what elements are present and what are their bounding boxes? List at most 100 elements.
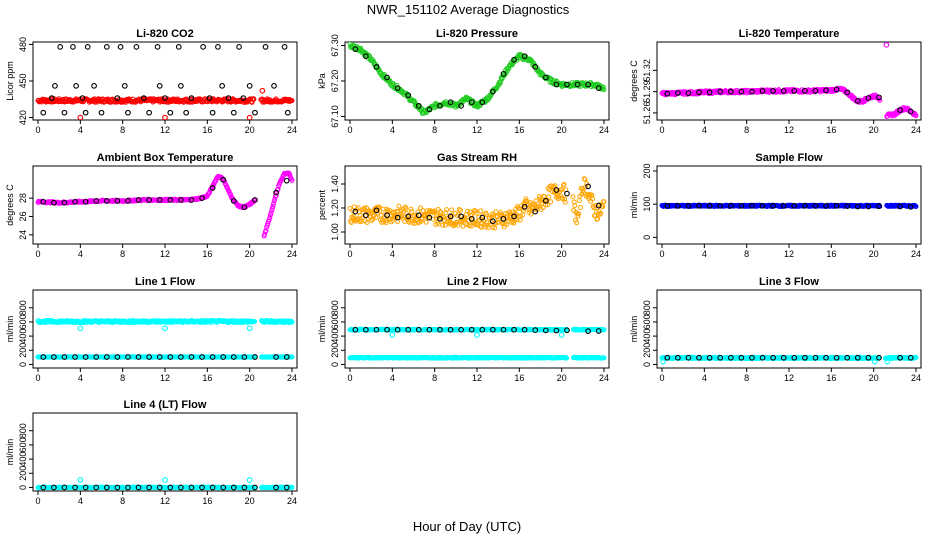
data-point (595, 202, 602, 209)
y-tick-label: 800 (18, 423, 28, 438)
y-tick-label: 51.29 (642, 80, 652, 103)
data-point (437, 326, 443, 333)
data-point (913, 113, 919, 119)
x-tick-label: 0 (347, 249, 352, 259)
data-point (98, 109, 105, 116)
y-tick-label: 67.30 (330, 34, 340, 57)
data-point (252, 354, 258, 360)
data-point (396, 203, 402, 209)
data-point (240, 95, 247, 101)
plot-marks (347, 42, 607, 116)
series-avg-cyan-low (347, 354, 607, 361)
data-point (511, 213, 517, 220)
series-avg-magenta (659, 85, 919, 120)
data-point (458, 326, 464, 333)
data-point (601, 355, 607, 361)
data-point (178, 354, 184, 360)
y-tick-label: 51.26 (642, 102, 652, 125)
data-point (289, 98, 295, 104)
data-point (125, 109, 131, 116)
x-tick-label: 4 (78, 249, 83, 259)
data-point (696, 202, 702, 209)
data-point (759, 202, 766, 209)
data-point (585, 81, 591, 88)
data-point (103, 198, 110, 204)
data-point (546, 194, 552, 200)
y-tick-label: 600 (642, 314, 652, 329)
data-point (527, 200, 533, 206)
data-point (582, 176, 588, 182)
data-point (564, 190, 570, 197)
data-point (564, 327, 570, 334)
data-point (230, 354, 237, 360)
data-point (178, 83, 184, 89)
y-tick-label: 400 (330, 329, 340, 344)
series-special-cyan (77, 325, 253, 332)
data-point (521, 53, 528, 60)
data-point (383, 220, 389, 226)
data-point (685, 202, 692, 209)
data-point (103, 354, 110, 360)
data-point (283, 177, 290, 184)
data-point (252, 197, 258, 203)
data-point (865, 354, 872, 361)
data-point (384, 74, 390, 81)
data-point (468, 223, 474, 229)
data-point (484, 211, 490, 217)
data-point (40, 198, 47, 205)
data-point (114, 95, 121, 101)
data-point (791, 88, 798, 94)
data-point (267, 215, 273, 221)
data-point (188, 95, 195, 101)
data-point (493, 209, 499, 215)
data-point (812, 202, 819, 209)
data-point (854, 98, 861, 104)
x-tick-label: 20 (557, 249, 567, 259)
y-axis-label: degrees C (5, 184, 15, 226)
x-tick-label: 20 (557, 125, 567, 135)
x-tick-label: 16 (202, 373, 212, 383)
y-tick-label: 200 (18, 343, 28, 358)
data-point (84, 44, 91, 50)
data-point (574, 220, 580, 226)
data-point (230, 198, 237, 204)
y-tick-label: 0 (18, 362, 28, 367)
data-point (664, 90, 671, 97)
y-tick-label: 1.20 (330, 199, 340, 217)
data-point (897, 107, 903, 113)
data-point (533, 198, 539, 204)
data-point (706, 89, 713, 96)
data-point (252, 109, 258, 116)
data-point (564, 355, 570, 361)
data-point (696, 89, 702, 96)
panel-title: Gas Stream RH (437, 152, 517, 164)
data-point (844, 89, 851, 96)
data-point (802, 88, 808, 94)
y-tick-label: 800 (330, 300, 340, 315)
x-tick-label: 12 (472, 249, 482, 259)
data-point (347, 205, 353, 211)
data-point (405, 213, 412, 220)
plot-marks (659, 202, 919, 210)
plot-marks (35, 44, 295, 120)
data-point (562, 196, 568, 202)
data-point (352, 208, 359, 215)
data-point (595, 85, 602, 91)
x-tick-label: 16 (202, 249, 212, 259)
data-point (447, 99, 454, 106)
y-tick-label: 800 (642, 300, 652, 315)
data-point (555, 193, 561, 199)
data-point (246, 325, 253, 332)
data-point (61, 109, 68, 116)
plot-marks (659, 354, 919, 365)
x-tick-label: 8 (744, 125, 749, 135)
x-tick-label: 0 (347, 125, 352, 135)
data-point (458, 213, 464, 220)
data-point (359, 215, 365, 221)
data-point (897, 203, 903, 210)
x-tick-label: 4 (78, 125, 83, 135)
plot-frame (32, 41, 298, 121)
data-point (409, 209, 415, 215)
data-point (40, 109, 47, 116)
data-point (907, 203, 914, 210)
